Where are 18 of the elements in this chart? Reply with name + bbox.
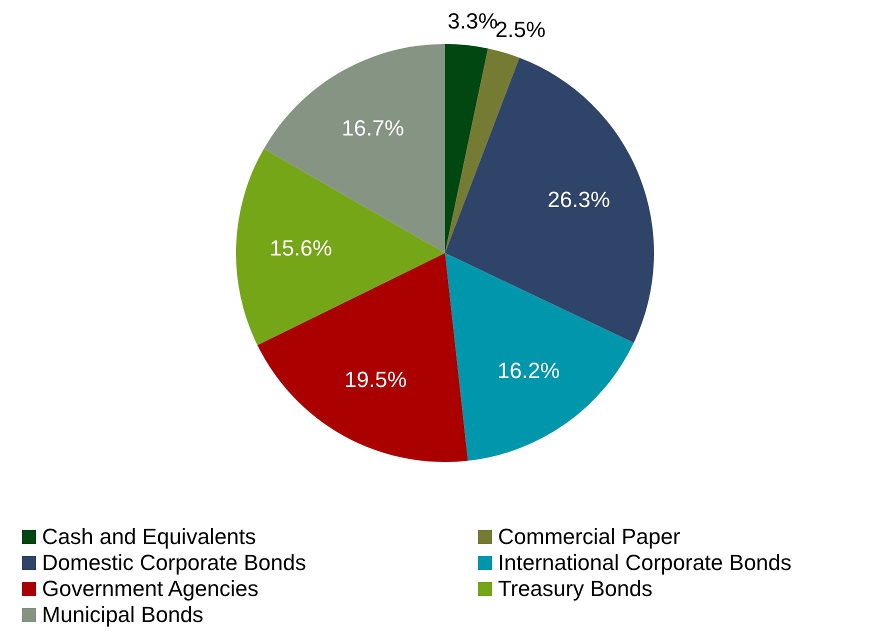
legend-label: Cash and Equivalents <box>42 524 256 550</box>
pie-slice <box>445 44 488 253</box>
legend-label: Treasury Bonds <box>498 576 652 602</box>
legend-label: Government Agencies <box>42 576 258 602</box>
data-label: 16.2% <box>497 358 560 384</box>
data-label: 15.6% <box>270 236 332 261</box>
data-label: 19.5% <box>344 366 407 392</box>
pie-slice <box>445 253 634 461</box>
legend-label: International Corporate Bonds <box>498 550 792 576</box>
legend-label: Commercial Paper <box>498 524 680 550</box>
data-label: 16.7% <box>342 116 404 141</box>
pie-slice <box>445 58 654 343</box>
pie-slice <box>236 148 445 346</box>
data-label: 26.3% <box>548 186 610 212</box>
legend-label: Municipal Bonds <box>42 602 204 628</box>
data-label: 3.3% <box>448 8 498 34</box>
legend-label: Domestic Corporate Bonds <box>42 550 306 576</box>
pie-slice <box>445 48 520 253</box>
